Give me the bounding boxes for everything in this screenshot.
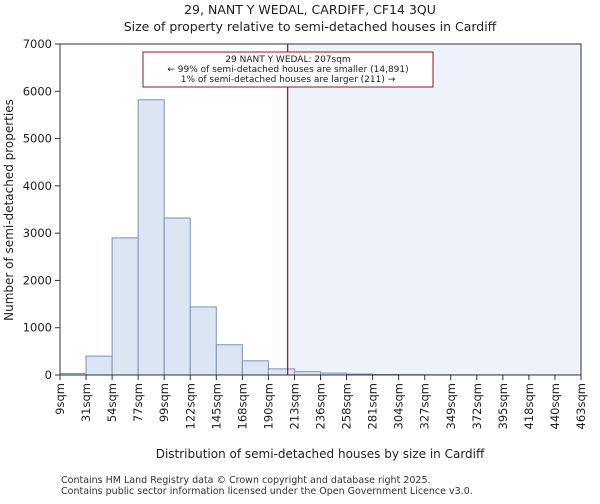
histogram-bar <box>268 369 294 375</box>
x-tick-label: 281sqm <box>366 383 380 429</box>
y-tick-label: 7000 <box>23 37 52 51</box>
chart-subtitle: Size of property relative to semi-detach… <box>124 19 497 34</box>
annotation-line: 1% of semi-detached houses are larger (2… <box>181 75 396 85</box>
x-tick-label: 327sqm <box>418 383 432 429</box>
x-axis-label: Distribution of semi-detached houses by … <box>156 447 485 461</box>
histogram-bar <box>242 361 268 375</box>
y-tick-label: 4000 <box>23 179 52 193</box>
y-tick-label: 0 <box>45 368 52 382</box>
x-tick-label: 54sqm <box>105 383 119 422</box>
x-tick-label: 122sqm <box>183 383 197 429</box>
x-tick-label: 77sqm <box>131 383 145 422</box>
x-tick-label: 304sqm <box>392 383 406 429</box>
footer-line-1: Contains HM Land Registry data © Crown c… <box>61 475 431 486</box>
annotation-line: ← 99% of semi-detached houses are smalle… <box>167 65 408 75</box>
y-tick-label: 6000 <box>23 84 52 98</box>
histogram-bar <box>164 218 190 375</box>
chart-title: 29, NANT Y WEDAL, CARDIFF, CF14 3QU <box>184 2 436 17</box>
x-tick-label: 463sqm <box>574 383 588 429</box>
larger-region-shade <box>288 44 581 375</box>
histogram-bar <box>112 238 138 375</box>
x-tick-label: 168sqm <box>235 383 249 429</box>
histogram-bar <box>138 100 164 375</box>
x-tick-label: 9sqm <box>53 383 67 415</box>
y-tick-label: 2000 <box>23 273 52 287</box>
plot-area: 0 1000 2000 3000 4000 5000 6000 7000 9sqm 31sqm 54… <box>23 37 588 429</box>
footer-line-2: Contains public sector information licen… <box>61 486 473 497</box>
y-tick-label: 1000 <box>23 321 52 335</box>
y-tick-label: 3000 <box>23 226 52 240</box>
x-tick-label: 190sqm <box>261 383 275 429</box>
histogram-bar <box>190 307 216 375</box>
histogram-bar <box>86 356 112 375</box>
x-tick-label: 145sqm <box>209 383 223 429</box>
x-tick-label: 258sqm <box>340 383 354 429</box>
x-tick-label: 440sqm <box>548 383 562 429</box>
y-axis-label: Number of semi-detached properties <box>2 99 16 321</box>
x-tick-label: 99sqm <box>157 383 171 422</box>
x-tick-label: 236sqm <box>314 383 328 429</box>
x-tick-label: 418sqm <box>522 383 536 429</box>
x-tick-label: 213sqm <box>287 383 301 429</box>
x-tick-label: 349sqm <box>444 383 458 429</box>
x-tick-label: 31sqm <box>79 383 93 422</box>
y-tick-label: 5000 <box>23 132 52 146</box>
histogram-bar <box>216 345 242 375</box>
x-tick-label: 372sqm <box>470 383 484 429</box>
x-tick-label: 395sqm <box>496 383 510 429</box>
annotation-line: 29 NANT Y WEDAL: 207sqm <box>225 55 350 65</box>
